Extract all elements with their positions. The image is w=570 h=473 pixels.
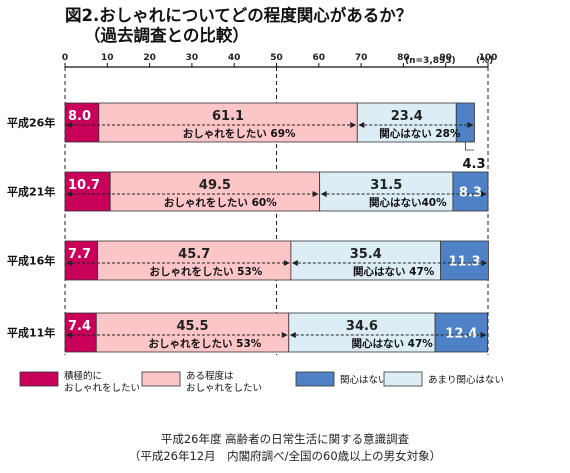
bracket-arrow	[283, 260, 290, 266]
legend-label: あまり関心はない	[428, 375, 504, 386]
x-tick-label: 30	[186, 53, 199, 63]
plot-area: 0 10 20 30 40 50 60 70 80 90 100 平成26年 8.0 61.1 23.4 4.…	[7, 53, 497, 355]
x-tick-label: 80	[397, 53, 410, 63]
x-tick-label: 70	[355, 53, 368, 63]
category-label: 平成21年	[7, 185, 55, 199]
chart-title-line1: 図2.おしゃれについてどの程度関心があるか？	[65, 5, 412, 25]
bar-segment	[97, 240, 292, 281]
value-label: 23.4	[391, 109, 423, 124]
legend: 積極的におしゃれをしたい ある程度はおしゃれをしたい 関心はない あまり関心はない	[19, 370, 504, 394]
want-annotation: おしゃれをしたい 53%	[148, 338, 261, 350]
bracket-arrow	[66, 332, 72, 338]
value-label: 61.1	[212, 109, 244, 124]
source-line1: 平成26年度 高齢者の日常生活に関する意識調査	[161, 432, 410, 446]
bracket-arrow	[291, 260, 298, 266]
bracket-arrow	[281, 332, 288, 338]
bracket-arrow	[312, 191, 319, 197]
x-tick-label: 50	[270, 53, 283, 63]
legend-swatch	[383, 371, 423, 387]
x-tick-label: 20	[143, 53, 156, 63]
bracket-arrow	[320, 191, 327, 197]
bracket-arrow	[481, 260, 488, 266]
value-label: 45.5	[176, 319, 208, 334]
bar-segment	[64, 312, 97, 353]
value-label: 45.7	[178, 247, 210, 262]
category-label: 平成16年	[7, 254, 55, 268]
legend-swatch	[19, 371, 59, 387]
bracket-arrow	[66, 122, 72, 128]
value-label: 7.7	[68, 247, 91, 262]
chart-title-line2: （過去調査との比較）	[84, 25, 249, 45]
bracket-arrow	[480, 332, 487, 338]
bracket-arrow	[289, 332, 296, 338]
bracket-arrow	[358, 122, 365, 128]
legend-label: ある程度はおしゃれをしたい	[186, 370, 262, 394]
bracket-arrow	[66, 191, 72, 197]
x-tick-label: 100	[479, 53, 498, 63]
bar-segment	[434, 312, 488, 353]
legend-label: 関心はない	[340, 375, 388, 386]
want-annotation: おしゃれをしたい 53%	[150, 266, 263, 278]
legend-swatch	[141, 371, 181, 387]
not-interested-annotation: 関心はない 47%	[353, 266, 435, 278]
bar-segment	[356, 102, 457, 143]
x-tick-label: 90	[439, 53, 452, 63]
bracket-arrow	[66, 260, 72, 266]
value-label: 10.7	[68, 178, 100, 193]
source-line2: （平成26年12月 内閣府調べ/全国の60歳以上の男女対象）	[129, 449, 441, 463]
bar-segment	[290, 240, 442, 281]
bracket-arrow	[467, 122, 474, 128]
value-label: 34.6	[346, 319, 378, 334]
legend-swatch	[295, 371, 335, 387]
not-interested-annotation: 関心はない40%	[369, 197, 447, 209]
x-tick-label: 0	[62, 53, 68, 63]
bar-segment	[109, 171, 321, 212]
value-label: 31.5	[370, 178, 402, 193]
x-tick-label: 40	[228, 53, 241, 63]
bar-segment	[452, 171, 489, 212]
legend-label: 積極的におしゃれをしたい	[64, 370, 140, 394]
value-label: 4.3	[462, 157, 485, 172]
want-annotation: おしゃれをしたい 69%	[183, 128, 296, 140]
want-annotation: おしゃれをしたい 60%	[164, 197, 277, 209]
sample-note: (n=3,893)	[405, 56, 456, 66]
bar-segment	[98, 102, 358, 143]
not-interested-annotation: 関心はない 28%	[379, 128, 461, 140]
callout-line	[464, 142, 474, 151]
category-label: 平成11年	[7, 326, 55, 340]
value-label: 49.5	[199, 178, 231, 193]
x-tick-label: 60	[313, 53, 326, 63]
x-tick-label: 10	[101, 53, 114, 63]
value-label: 8.0	[68, 109, 91, 124]
value-label: 12.4	[445, 327, 477, 342]
unit-label: (%)	[476, 56, 493, 66]
bar-segment	[319, 171, 454, 212]
bar-segment	[440, 240, 489, 281]
value-label: 35.4	[350, 247, 382, 262]
bracket-arrow	[350, 122, 357, 128]
bracket-arrow	[481, 191, 487, 197]
value-label: 7.4	[68, 319, 91, 334]
bar-segment	[95, 312, 290, 353]
not-interested-annotation: 関心はない 47%	[352, 338, 434, 350]
bar-segment	[64, 240, 98, 281]
value-label: 8.3	[459, 186, 482, 201]
value-label: 11.3	[448, 255, 480, 270]
category-label: 平成26年	[7, 116, 55, 130]
